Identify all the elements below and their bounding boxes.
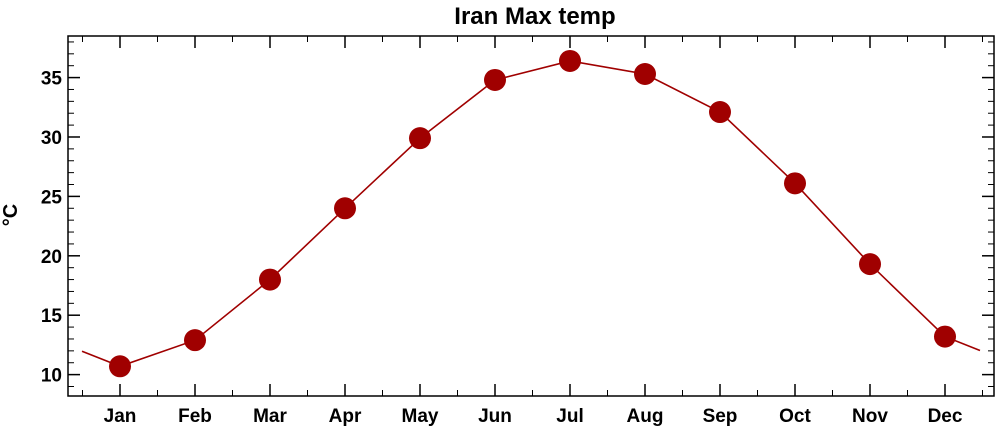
x-tick-label: May	[402, 406, 439, 427]
x-tick-label: Oct	[779, 406, 811, 427]
y-tick-label: 35	[41, 69, 63, 90]
x-tick-label: Dec	[928, 406, 963, 427]
y-axis-label: °C	[0, 204, 22, 226]
x-tick-label: Jun	[478, 406, 512, 427]
series-layer	[81, 49, 981, 378]
plot-frame	[67, 35, 995, 397]
data-point	[559, 49, 581, 72]
data-point	[109, 355, 131, 378]
y-tick-label: 30	[41, 128, 62, 149]
x-tick-label: Aug	[627, 406, 664, 427]
data-point	[259, 268, 281, 291]
y-tick-label: 25	[41, 187, 63, 208]
data-point	[184, 329, 206, 352]
data-point	[334, 197, 356, 220]
x-tick-label: Jan	[104, 406, 137, 427]
chart-title: Iran Max temp	[454, 3, 615, 30]
x-tick-label: Apr	[329, 406, 362, 427]
data-point	[484, 68, 506, 91]
series-line	[81, 60, 981, 368]
ticks-layer: 10 15 20 25 30 35 Jan Feb Mar Apr May Jun Jul Aug Sep O…	[41, 36, 994, 427]
data-point	[709, 101, 731, 124]
y-tick-label: 15	[41, 306, 63, 327]
x-tick-label: Nov	[852, 406, 888, 427]
data-point	[409, 127, 431, 150]
x-tick-label: Mar	[253, 406, 287, 427]
y-tick-label: 10	[41, 366, 62, 387]
x-tick-label: Sep	[703, 406, 738, 427]
x-tick-label: Jul	[556, 406, 583, 427]
data-point	[934, 325, 956, 348]
data-point	[634, 63, 656, 86]
data-point	[859, 253, 881, 276]
data-point	[784, 172, 806, 195]
x-tick-label: Feb	[178, 406, 212, 427]
y-tick-label: 20	[41, 247, 62, 268]
